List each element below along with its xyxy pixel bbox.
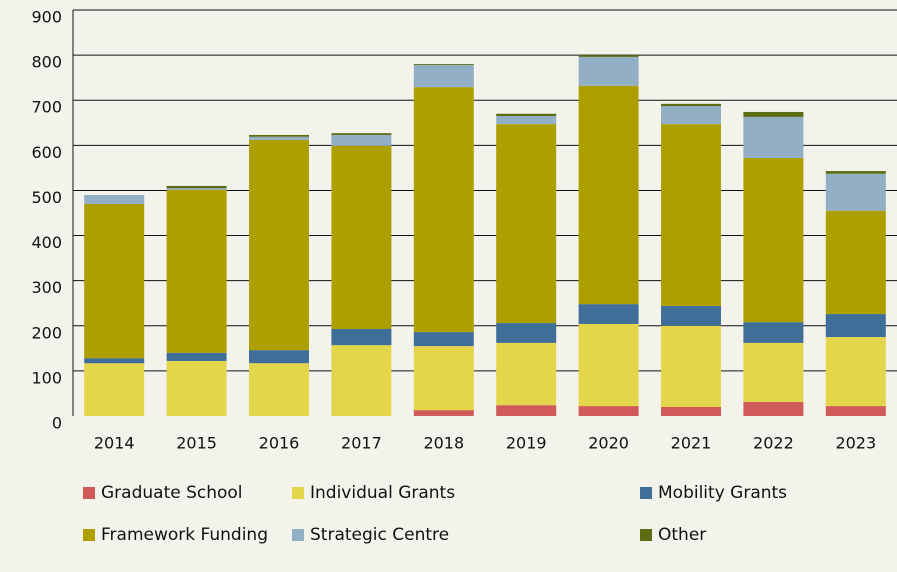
- bar-segment: [743, 342, 804, 403]
- bar-segment: [249, 350, 309, 364]
- bar-segment: [496, 323, 557, 343]
- x-tick-label: 2022: [753, 434, 794, 453]
- bar-segment: [496, 124, 557, 324]
- x-tick-label: 2014: [94, 434, 135, 453]
- bar-segment: [84, 363, 145, 416]
- bar-segment: [331, 328, 392, 346]
- bar-segment: [249, 136, 309, 140]
- legend-item: Mobility Grants: [640, 482, 830, 504]
- bar-segment: [84, 358, 145, 364]
- bar-segment: [331, 134, 392, 146]
- y-tick-label: 900: [31, 8, 62, 27]
- x-tick-label: 2015: [176, 434, 217, 453]
- legend-item: Strategic Centre: [292, 524, 482, 546]
- bar-segment: [578, 56, 639, 86]
- bar-segment: [249, 363, 309, 416]
- y-tick-label: 800: [31, 53, 62, 72]
- chart: 0 100 200 300 400 500 600 700 800 900 2014 2015 2016…: [31, 8, 897, 453]
- legend-swatch: [640, 487, 652, 499]
- y-tick-label: 600: [31, 143, 62, 162]
- y-tick-label: 100: [31, 368, 62, 387]
- x-tick-label: 2019: [506, 434, 547, 453]
- bar-segment: [825, 337, 886, 407]
- bar-segment: [578, 55, 639, 57]
- bar-segment: [661, 325, 721, 407]
- y-tick-label: 200: [31, 323, 62, 342]
- legend-label: Framework Funding: [101, 525, 268, 545]
- y-tick-label: 500: [31, 188, 62, 207]
- legend-label: Other: [658, 525, 707, 545]
- legend-label: Individual Grants: [310, 483, 456, 503]
- bar-segment: [166, 185, 227, 189]
- x-tick-label: 2021: [671, 434, 712, 453]
- bar-segment: [166, 189, 227, 353]
- legend-item: Framework Funding: [83, 524, 273, 546]
- bar-segment: [413, 64, 474, 66]
- bar-segment: [413, 346, 474, 411]
- bar-segment: [331, 345, 392, 416]
- bar-segment: [743, 402, 804, 416]
- legend-swatch: [83, 529, 95, 541]
- bar-segment: [578, 85, 639, 305]
- bar-segment: [825, 406, 886, 416]
- x-tick-label: 2023: [835, 434, 876, 453]
- bar-segment: [578, 323, 639, 407]
- legend-swatch: [640, 529, 652, 541]
- bar-segment: [413, 410, 474, 416]
- legend-label: Strategic Centre: [310, 525, 450, 545]
- bar-segment: [825, 314, 886, 338]
- x-tick-label: 2020: [588, 434, 629, 453]
- bar-segment: [413, 332, 474, 347]
- legend-swatch: [292, 487, 304, 499]
- bar-segment: [743, 157, 804, 323]
- bar-segment: [331, 133, 392, 135]
- bar-segment: [166, 188, 227, 190]
- bar-segment: [743, 111, 804, 117]
- bar-segment: [661, 305, 721, 326]
- bar-segment: [578, 406, 639, 416]
- x-tick-label: 2016: [259, 434, 300, 453]
- bar-segment: [413, 65, 474, 88]
- bar-segment: [84, 194, 145, 204]
- legend-item: Other: [640, 524, 830, 546]
- legend-label: Mobility Grants: [658, 483, 788, 503]
- bar-segment: [661, 124, 721, 306]
- bar-segment: [496, 113, 557, 117]
- y-tick-label: 0: [52, 414, 62, 433]
- bar-segment: [578, 304, 639, 324]
- bar-segment: [825, 173, 886, 211]
- bar-segment: [166, 360, 227, 416]
- bar-segment: [331, 145, 392, 329]
- bar-segment: [743, 116, 804, 158]
- x-tick-label: 2017: [341, 434, 382, 453]
- bar-segment: [496, 342, 557, 406]
- bar-segment: [661, 103, 721, 107]
- bar-segment: [84, 203, 145, 359]
- bar-segment: [661, 106, 721, 125]
- bar-segment: [661, 406, 721, 416]
- bar-segment: [825, 171, 886, 174]
- bar-segment: [496, 405, 557, 416]
- legend-item: Individual Grants: [292, 482, 482, 504]
- bar-segment: [166, 352, 227, 361]
- bar-segment: [413, 87, 474, 333]
- y-tick-label: 300: [31, 278, 62, 297]
- y-tick-label: 700: [31, 98, 62, 117]
- legend-item: Graduate School: [83, 482, 273, 504]
- legend-label: Graduate School: [101, 483, 243, 503]
- y-tick-label: 400: [31, 233, 62, 252]
- bar-segment: [496, 116, 557, 125]
- legend-swatch: [292, 529, 304, 541]
- x-tick-label: 2018: [423, 434, 464, 453]
- bar-segment: [249, 134, 309, 137]
- bar-segment: [825, 210, 886, 315]
- bar-segment: [249, 139, 309, 351]
- legend-swatch: [83, 487, 95, 499]
- bar-segment: [743, 322, 804, 343]
